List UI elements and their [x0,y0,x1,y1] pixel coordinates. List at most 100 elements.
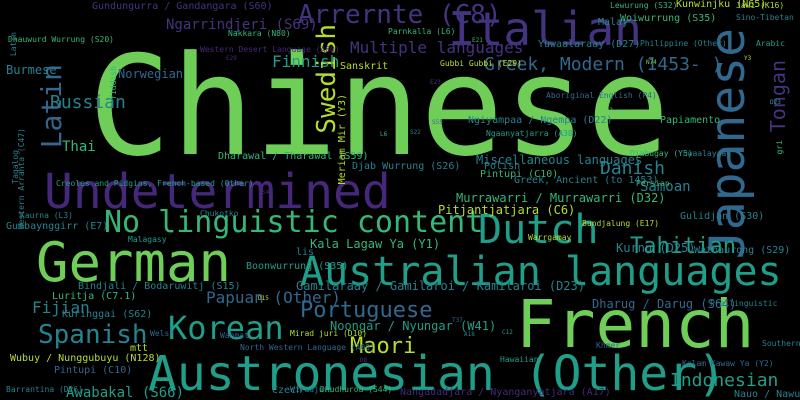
cloud-word-small: C12 [502,329,513,336]
cloud-word: Philippine (Other) [640,39,727,48]
cloud-word: Gamilaraay / Gamilaroi / Kamilaroi (D23) [296,279,585,293]
cloud-word: Kurnu (D25) [616,241,696,255]
cloud-word: Gubbi Gubbi (E29) [440,59,522,68]
cloud-word: mtt [130,343,149,354]
cloud-word: Malagasy [128,235,167,244]
cloud-word-small: T37 [452,317,463,324]
cloud-word: Creoles and Pidgins, French-based (Other… [56,179,254,188]
cloud-word: Wanmat [220,331,249,340]
cloud-word: Gundungurra / Gandangara (S60) [92,1,273,12]
cloud-word: Murrawarri / Murrawarri (D32) [456,191,666,205]
cloud-word: Italian [448,2,642,56]
cloud-word: Polish [484,161,521,172]
cloud-word: Aboriginal English (P4) [546,91,657,100]
cloud-word: Ngarrindjeri (S69) [166,17,318,33]
cloud-word: Dhudhuroa (S44) [320,385,393,394]
cloud-word: Greek, Ancient (to 1453) [514,175,659,186]
cloud-word: Pintupi (C10) [480,169,559,180]
cloud-word: Parnkalla (L6) [388,27,456,36]
cloud-word: Finnish [272,52,340,71]
cloud-word: Bindjali / Bodaruwitj (S15) [78,281,241,292]
cloud-word: Ngiyampaa / Ngempa (D22) [468,115,613,126]
cloud-word: Tongan [766,60,790,133]
cloud-word: Sanskrit [340,61,389,72]
cloud-word: Latin [9,32,18,57]
cloud-word: Korean [168,309,284,347]
cloud-word: Wiradjuri [290,385,334,394]
cloud-word: Multiple languages [350,38,524,57]
cloud-word: Jawi (K16) [736,1,785,10]
cloud-word: Chinese [88,26,670,187]
cloud-word: lis [296,247,315,258]
cloud-word: Noongar / Nyungar (W41) [330,319,497,333]
cloud-word-small: D8 [360,357,368,364]
cloud-word: Kunwinjku (N65) [676,0,767,10]
cloud-word: Dhauwurd Wurrung (S20) [8,35,114,44]
cloud-word: Dharawal / Tharawal (S59) [218,151,369,162]
cloud-word-small: E21 [472,37,483,44]
cloud-word: gri [775,140,784,155]
cloud-word: Indonesian [670,370,779,391]
cloud-word: Papiamento [660,115,721,126]
cloud-word: Samoan [640,179,691,195]
cloud-word: Thai [62,139,96,155]
cloud-word-small: D23 [770,99,781,106]
cloud-word: Norwegian [118,67,184,81]
cloud-word: Malay [598,17,629,28]
cloud-word: French [516,286,755,363]
cloud-word: Awabakal (S66) [66,385,185,400]
cloud-word: Warrgamay [528,233,572,242]
cloud-word: Miscellaneous languages [476,153,643,167]
cloud-word: Kuringgai (S62) [62,309,153,320]
cloud-word: Pitjantjatjara (C6) [438,203,576,217]
cloud-word: Czech [272,385,303,396]
cloud-word: Gulidjan (S30) [680,211,765,222]
cloud-word-small: E23 [430,79,441,86]
cloud-word: Meriam Mir (Y3) [337,94,348,185]
cloud-word: Nakkara (N80) [228,29,291,38]
cloud-word-small: D15 [258,295,269,302]
cloud-word: Arrernte (C8) [298,0,502,30]
cloud-word: Austronesian (Other) [148,346,726,400]
cloud-word: Djabugay (Y5) [630,149,693,158]
cloud-word: Western Desert Language (A80) [200,45,340,54]
cloud-word: Pre-linguistic [710,299,778,308]
cloud-word: Papuan (Other) [206,288,341,307]
cloud-word: Boonwurrung (S35) [246,261,349,272]
cloud-word: Yiddish [109,66,118,100]
cloud-word: Danish [600,158,666,179]
cloud-word: Fijian [32,298,90,317]
cloud-word-small: S55 [432,119,443,126]
cloud-word: North Western Language (A00) [240,343,375,352]
cloud-word: Gumbaynggirr (E7) [6,221,109,232]
cloud-word: Khmer [596,341,621,350]
cloud-word: Dharug / Darug (S64) [592,297,737,311]
cloud-word: Wathaurong (S29) [694,245,791,256]
cloud-word: Woiwurrung (S35) [620,13,717,24]
cloud-word: Tahitian [630,234,736,259]
cloud-word-small: W22 [602,107,613,114]
cloud-word: Chukotko [200,209,239,218]
cloud-word: Yuwaalaraay (D27) [538,39,641,50]
cloud-word: Luritja (C7.1) [52,291,137,302]
cloud-word: Wubuy / Nunggubuyu (N128) [10,353,161,364]
cloud-word: Nangadadjara / Nyanganyatjara (A17) [400,387,611,398]
cloud-word-small: L6 [380,131,388,138]
cloud-word: Southern Arranta (C13) [762,339,800,348]
cloud-word: Mirad juri (D10) [290,329,368,338]
cloud-word: Dutch [478,207,599,253]
cloud-word-small: S45 [262,189,273,196]
cloud-word: Barrantina (D26) [6,385,84,394]
cloud-word: Russian [50,92,126,113]
cloud-word: Undetermined [44,164,391,220]
cloud-word: Arabic [756,39,785,48]
cloud-word: Lewurung (S32) [610,1,678,10]
cloud-word: Pintupi (C10) [54,365,133,376]
cloud-word: Kolam Kawaw Ya (Y2) [682,359,774,368]
cloud-word: Spanish [38,320,148,350]
cloud-word: Kaurna (L3) [20,211,73,220]
cloud-word: Burmese [6,63,57,77]
cloud-word: German [36,231,232,294]
cloud-word-small: E29 [226,55,237,62]
